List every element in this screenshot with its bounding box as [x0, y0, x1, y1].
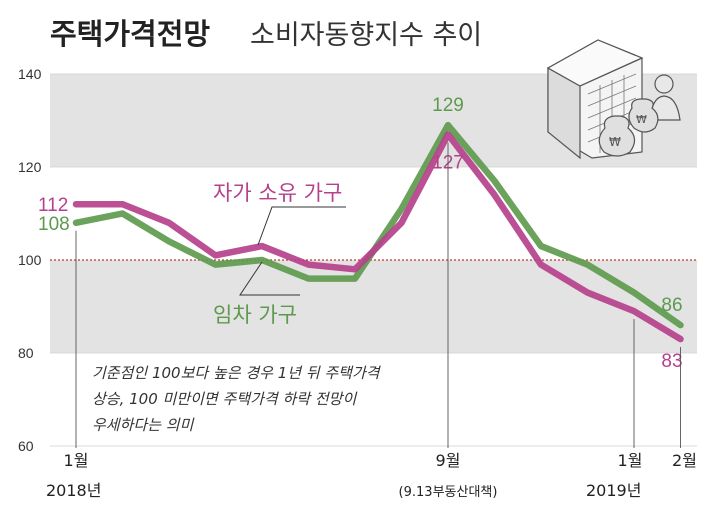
data-label-owner-start: 112: [38, 195, 68, 216]
x-label-feb-2019: 2월: [672, 451, 697, 470]
legend-renter: 임차 가구: [213, 261, 300, 327]
x-label-jan-2019: 1월: [618, 451, 643, 470]
data-label-owner-end: 83: [661, 351, 682, 372]
chart-title: 주택가격전망: [50, 17, 210, 51]
legend-renter-leader: [239, 261, 300, 296]
x-label-september: 9월: [436, 451, 461, 470]
x-label-start-month: 1월: [64, 451, 89, 470]
data-label-renter-end: 86: [661, 295, 682, 316]
y-tick-60: 60: [18, 438, 34, 454]
x-label-year-2018: 2018년: [46, 481, 101, 500]
y-tick-100: 100: [18, 252, 42, 268]
y-tick-140: 140: [18, 66, 42, 82]
house-money-illustration: ₩ ₩: [546, 39, 681, 160]
series-line-owner: [72, 131, 684, 343]
y-tick-labels: 60 80 100 120 140: [18, 66, 42, 454]
data-label-renter-peak: 129: [432, 95, 464, 116]
shaded-band-2: [50, 260, 697, 353]
y-tick-120: 120: [18, 159, 42, 175]
legend-owner-leader: [257, 206, 346, 246]
chart-subtitle: 소비자동향지수 추이: [250, 20, 482, 51]
data-label-renter-start: 108: [38, 214, 70, 235]
legend-renter-label: 임차 가구: [213, 303, 297, 327]
svg-text:₩: ₩: [636, 113, 647, 126]
note-line-1: 기준점인 100보다 높은 경우 1년 뒤 주택가격: [92, 364, 382, 382]
note-line-2: 상승, 100 미만이면 주택가격 하락 전망이: [92, 390, 357, 408]
y-tick-80: 80: [18, 345, 34, 361]
legend-owner: 자가 소유 가구: [213, 181, 346, 246]
note-line-3: 우세하다는 의미: [92, 416, 195, 434]
legend-owner-label: 자가 소유 가구: [213, 181, 342, 205]
x-reference-lines: [75, 142, 681, 448]
x-label-policy-note: (9.13부동산대책): [399, 485, 498, 500]
series-lines: [72, 121, 684, 343]
x-label-year-2019: 2019년: [586, 481, 641, 500]
svg-text:₩: ₩: [609, 135, 621, 149]
